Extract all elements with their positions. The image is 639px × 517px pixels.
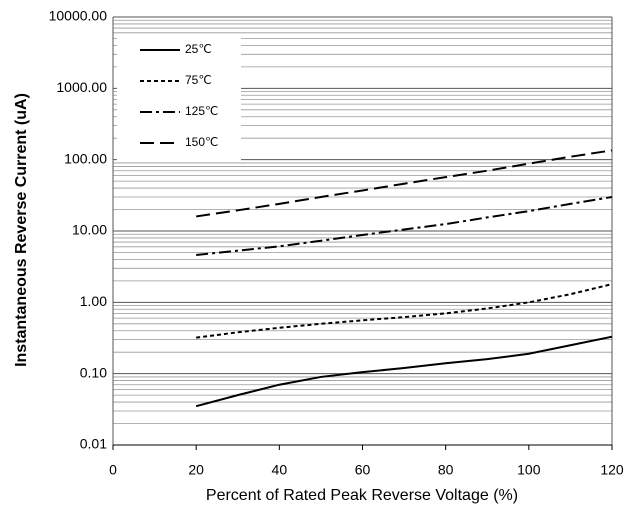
y-tick-label: 100.00 <box>64 150 107 166</box>
x-tick-label: 120 <box>600 462 624 478</box>
y-tick-label: 10000.00 <box>49 8 108 24</box>
legend-label: 75℃ <box>185 73 212 87</box>
x-tick-label: 0 <box>109 462 117 478</box>
legend-label: 125℃ <box>185 104 219 118</box>
series-line <box>196 149 613 218</box>
x-axis-label: Percent of Rated Peak Reverse Voltage (%… <box>206 487 518 504</box>
x-tick-label: 60 <box>355 462 371 478</box>
legend-label: 25℃ <box>185 42 212 56</box>
series-line <box>195 335 613 408</box>
y-tick-label: 0.10 <box>80 364 107 380</box>
x-tick-label: 40 <box>272 462 288 478</box>
legend-label: 150℃ <box>185 135 219 149</box>
y-tick-label: 0.01 <box>80 436 107 452</box>
y-tick-label: 10.00 <box>72 222 107 238</box>
x-tick-label: 100 <box>517 462 541 478</box>
x-tick-label: 80 <box>438 462 454 478</box>
y-axis-label: Instantaneous Reverse Current (uA) <box>13 93 30 367</box>
y-tick-label: 1000.00 <box>56 79 107 95</box>
series-line <box>196 283 613 339</box>
legend-box <box>117 36 241 162</box>
y-tick-label: 1.00 <box>80 293 107 309</box>
series-line <box>196 195 613 257</box>
x-tick-label: 20 <box>188 462 204 478</box>
